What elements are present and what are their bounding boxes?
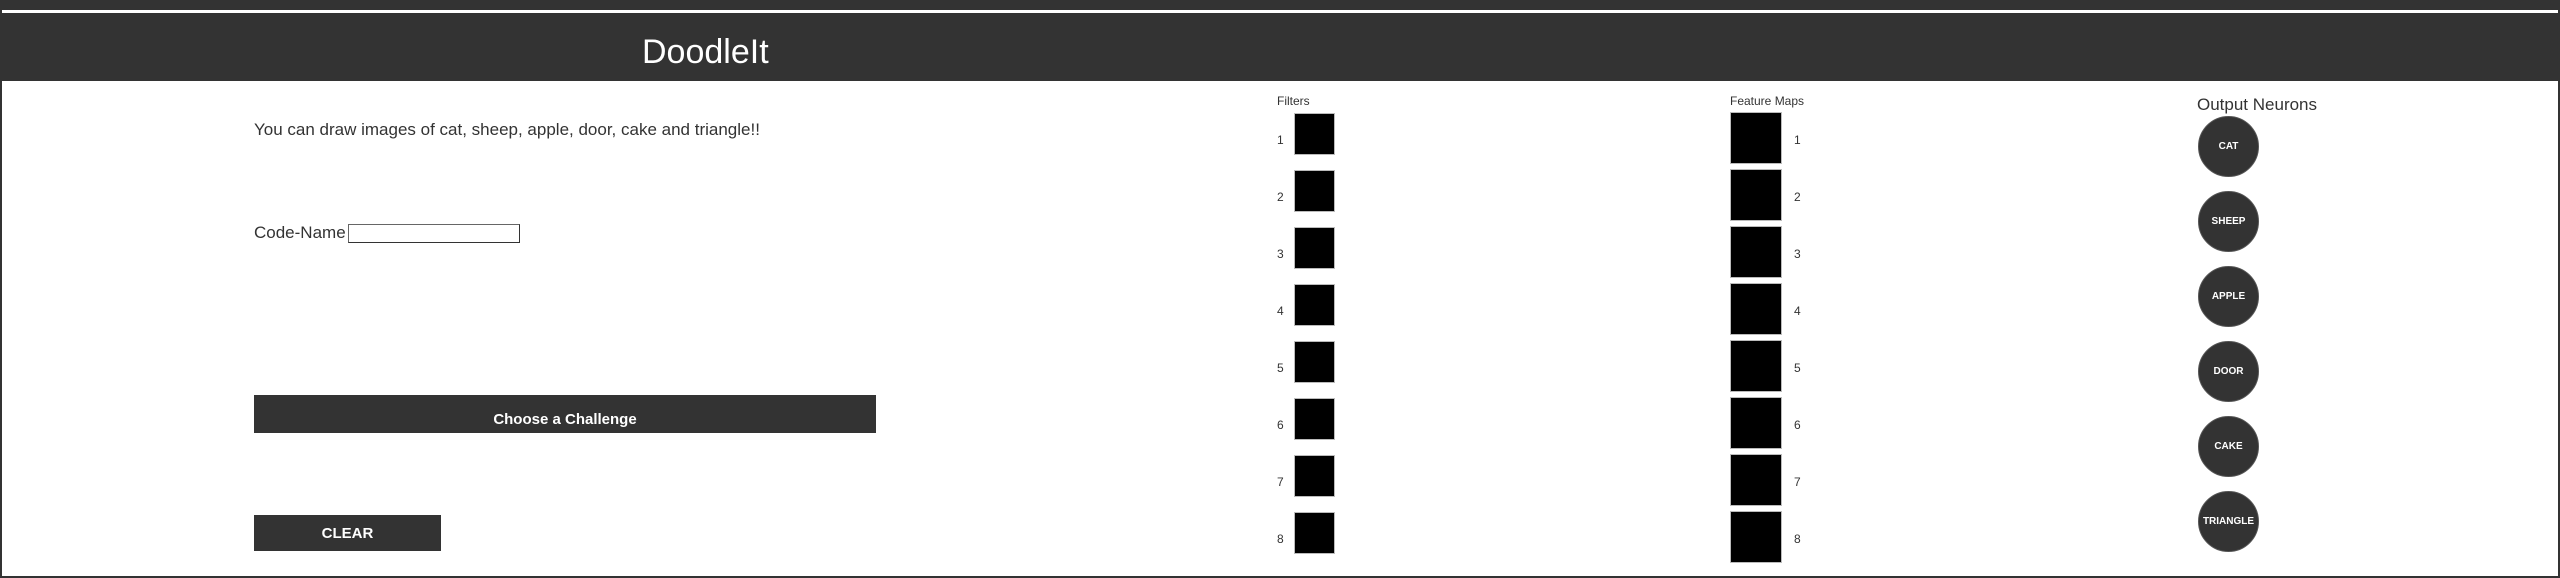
feature-maps-title: Feature Maps (1730, 94, 1805, 108)
filter-canvas (1294, 398, 1335, 440)
choose-challenge-button[interactable]: Choose a Challenge (254, 395, 876, 433)
feature-map-canvas (1730, 226, 1782, 278)
neuron-cake: CAKE (2198, 416, 2259, 477)
header-bar: DoodleIt (0, 13, 2560, 81)
filter-number: 5 (1277, 361, 1284, 375)
clear-button[interactable]: CLEAR (254, 515, 441, 551)
feature-map-number: 4 (1794, 304, 1801, 318)
filter-canvas (1294, 284, 1335, 326)
neuron-sheep: SHEEP (2198, 191, 2259, 252)
feature-map-canvas (1730, 397, 1782, 449)
neuron-apple: APPLE (2198, 266, 2259, 327)
feature-map-number: 5 (1794, 361, 1801, 375)
code-name-label: Code-Name : (254, 223, 356, 242)
feature-map-canvas (1730, 454, 1782, 506)
intro-text: You can draw images of cat, sheep, apple… (254, 120, 760, 139)
filter-number: 4 (1277, 304, 1284, 318)
filters-title: Filters (1277, 94, 1310, 108)
feature-map-canvas (1730, 169, 1782, 221)
filter-number: 6 (1277, 418, 1284, 432)
filter-number: 2 (1277, 190, 1284, 204)
code-name-input[interactable] (348, 224, 520, 243)
filter-number: 8 (1277, 532, 1284, 546)
filter-canvas (1294, 170, 1335, 212)
neuron-door: DOOR (2198, 341, 2259, 402)
neuron-triangle: TRIANGLE (2198, 491, 2259, 552)
app-title: DoodleIt (642, 33, 769, 71)
filter-number: 7 (1277, 475, 1284, 489)
feature-map-canvas (1730, 511, 1782, 563)
feature-map-number: 1 (1794, 133, 1801, 147)
filter-number: 1 (1277, 133, 1284, 147)
filter-canvas (1294, 113, 1335, 155)
feature-map-canvas (1730, 283, 1782, 335)
filter-canvas (1294, 512, 1335, 554)
feature-map-canvas (1730, 340, 1782, 392)
feature-map-canvas (1730, 112, 1782, 164)
feature-map-number: 6 (1794, 418, 1801, 432)
filter-canvas (1294, 341, 1335, 383)
feature-map-number: 3 (1794, 247, 1801, 261)
filter-canvas (1294, 227, 1335, 269)
output-neurons-title: Output Neurons (2197, 95, 2318, 114)
filter-canvas (1294, 455, 1335, 497)
feature-map-number: 7 (1794, 475, 1801, 489)
neuron-cat: CAT (2198, 116, 2259, 177)
feature-map-number: 2 (1794, 190, 1801, 204)
feature-map-number: 8 (1794, 532, 1801, 546)
filter-number: 3 (1277, 247, 1284, 261)
